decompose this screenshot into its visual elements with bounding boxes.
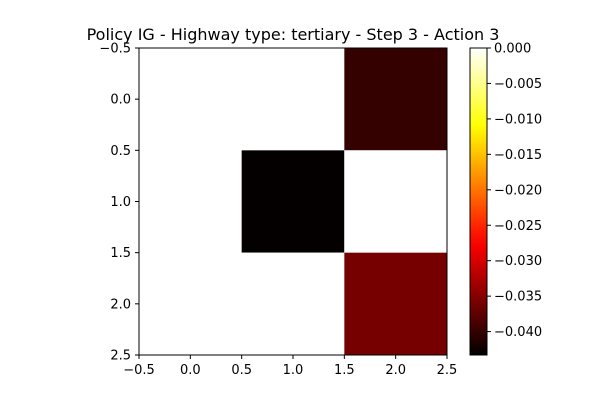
y-tick-label: 2.5	[110, 349, 131, 364]
colorbar-tick-label: −0.030	[494, 254, 542, 269]
heatmap-cell-r1-c0	[139, 150, 242, 253]
x-tick-label: 2.5	[437, 363, 458, 378]
y-tick-label: 0.5	[110, 144, 131, 159]
y-tick-label: 0.0	[110, 93, 131, 108]
x-tick-label: 0.5	[231, 363, 252, 378]
x-tick-label: 0.0	[180, 363, 201, 378]
heatmap-cell-r2-c1	[241, 252, 345, 355]
heatmap-cell-r1-c2	[344, 150, 447, 253]
heatmap-cell-r2-c0	[139, 252, 242, 355]
y-tick-label: 1.0	[110, 195, 131, 210]
y-axis: −0.5 0.0 0.5 1.0 1.5 2.0 2.5	[99, 42, 139, 364]
colorbar-tick-label: −0.005	[494, 77, 542, 92]
chart-title: Policy IG - Highway type: tertiary - Ste…	[87, 25, 500, 44]
colorbar-tick-label: −0.025	[494, 219, 542, 234]
heatmap-cells	[139, 48, 447, 355]
colorbar-tick-label: −0.015	[494, 148, 542, 163]
x-tick-label: 2.0	[385, 363, 406, 378]
heatmap-cell-r0-c1	[241, 48, 345, 151]
colorbar-gradient	[470, 48, 487, 355]
colorbar-tick-label: −0.010	[494, 112, 542, 127]
x-tick-label: 1.5	[334, 363, 355, 378]
colorbar-tick-label: −0.040	[494, 325, 542, 340]
colorbar-ticks: 0.000 −0.005 −0.010 −0.015 −0.020 −0.025 −0.03…	[487, 42, 542, 340]
heatmap-cell-r2-c2	[344, 252, 447, 355]
colorbar-tick-label: −0.020	[494, 183, 542, 198]
heatmap-cell-r0-c0	[139, 48, 242, 151]
heatmap-cell-r1-c1	[241, 150, 345, 253]
colorbar-frame	[469, 47, 488, 356]
y-tick-label: −0.5	[99, 42, 131, 57]
x-tick-label: 1.0	[283, 363, 304, 378]
x-tick-label: −0.5	[123, 363, 155, 378]
colorbar-tick-label: 0.000	[494, 42, 531, 57]
heatmap-cell-r0-c2	[344, 48, 447, 151]
x-axis: −0.5 0.0 0.5 1.0 1.5 2.0 2.5	[123, 355, 457, 378]
colorbar: 0.000 −0.005 −0.010 −0.015 −0.020 −0.025 −0.03…	[469, 42, 542, 356]
y-tick-label: 1.5	[110, 246, 131, 261]
colorbar-tick-label: −0.035	[494, 290, 542, 305]
y-tick-label: 2.0	[110, 297, 131, 312]
